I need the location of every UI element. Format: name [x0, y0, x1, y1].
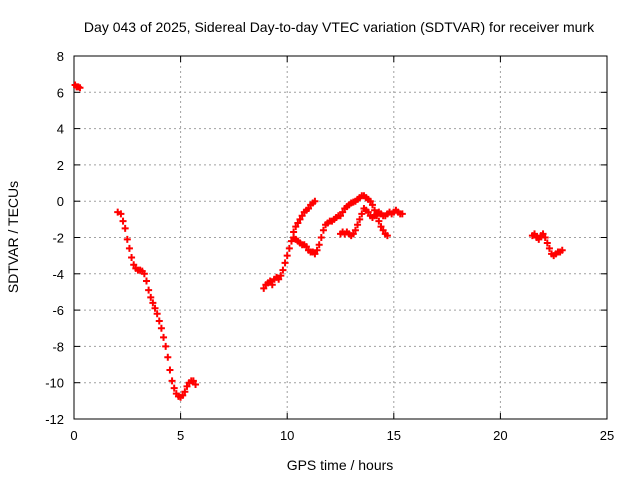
data-point	[294, 219, 302, 227]
data-point	[375, 217, 383, 225]
data-point	[543, 239, 551, 247]
data-point	[349, 230, 357, 238]
data-point	[153, 310, 161, 318]
x-axis-label: GPS time / hours	[287, 457, 394, 473]
data-point	[145, 286, 153, 294]
data-point	[155, 317, 163, 325]
data-point	[142, 277, 150, 285]
chart-title: Day 043 of 2025, Sidereal Day-to-day VTE…	[84, 19, 595, 35]
data-point	[166, 366, 174, 374]
data-point	[183, 382, 191, 390]
data-point	[339, 208, 347, 216]
data-point	[531, 230, 539, 238]
data-point	[119, 217, 127, 225]
y-tick-label: 2	[57, 158, 64, 173]
tick-marks	[73, 55, 608, 420]
data-point	[117, 210, 125, 218]
data-point	[366, 197, 374, 205]
y-tick-label: -10	[45, 376, 64, 391]
data-point	[164, 353, 172, 361]
data-point	[275, 275, 283, 283]
x-tick-labels: 0 5 10 15 20 25	[70, 428, 614, 443]
data-point	[292, 223, 300, 231]
x-tick-label: 15	[387, 428, 401, 443]
data-point	[539, 230, 547, 238]
data-point	[279, 266, 287, 274]
data-point	[192, 381, 200, 389]
data-point	[181, 388, 189, 396]
data-point	[260, 284, 268, 292]
data-point	[319, 226, 327, 234]
data-point	[140, 270, 148, 278]
data-point	[285, 244, 293, 252]
data-point	[315, 241, 323, 249]
data-point	[305, 204, 313, 212]
data-point	[281, 259, 289, 267]
data-point	[337, 212, 344, 220]
data-point	[358, 210, 366, 218]
y-tick-label: 4	[57, 122, 64, 137]
data-point	[296, 215, 304, 223]
grid-lines	[74, 56, 607, 419]
data-point	[354, 221, 362, 229]
data-point	[76, 84, 84, 92]
data-point	[130, 261, 138, 269]
data-point	[128, 253, 136, 261]
data-point	[535, 235, 543, 243]
data-point	[383, 232, 391, 240]
data-point	[125, 244, 133, 252]
x-tick-label: 0	[70, 428, 77, 443]
y-tick-label: -6	[52, 303, 64, 318]
data-point	[545, 244, 553, 252]
data-point	[379, 226, 387, 234]
data-point	[351, 226, 359, 234]
y-tick-label: -2	[52, 231, 64, 246]
data-point	[541, 234, 549, 241]
data-point	[168, 377, 176, 385]
x-tick-label: 5	[177, 428, 184, 443]
data-point	[368, 201, 376, 209]
data-point	[179, 391, 187, 399]
x-tick-label: 10	[280, 428, 294, 443]
data-point	[266, 277, 274, 285]
y-tick-labels: -12 -10 -8 -6 -4 -2 0 2 4 6 8	[45, 49, 64, 427]
data-point	[311, 250, 319, 258]
x-tick-label: 20	[493, 428, 507, 443]
data-point	[170, 384, 178, 392]
data-point	[302, 243, 310, 251]
data-point	[162, 342, 170, 350]
data-point	[298, 212, 306, 220]
data-point	[160, 333, 168, 341]
data-point	[377, 223, 385, 231]
data-point	[313, 246, 321, 254]
data-point	[364, 208, 372, 216]
data-point	[277, 272, 285, 280]
data-point	[268, 281, 276, 289]
y-tick-label: -8	[52, 339, 64, 354]
y-axis-label: SDTVAR / TECUs	[5, 181, 21, 293]
y-tick-label: -4	[52, 267, 64, 282]
x-tick-label: 25	[600, 428, 614, 443]
data-point	[558, 246, 566, 254]
data-point	[189, 377, 197, 385]
data-point	[123, 235, 131, 243]
y-tick-label: -12	[45, 412, 64, 427]
data-point	[398, 210, 406, 218]
data-point	[121, 224, 129, 232]
sdtvar-series	[71, 81, 566, 401]
data-point	[287, 237, 295, 245]
y-tick-label: 0	[57, 194, 64, 209]
data-point	[317, 234, 325, 241]
data-point	[151, 304, 159, 312]
y-tick-label: 8	[57, 49, 64, 64]
data-point	[147, 293, 155, 301]
data-point	[311, 197, 319, 205]
y-tick-label: 6	[57, 85, 64, 100]
data-point	[356, 215, 364, 223]
data-point	[149, 299, 157, 307]
data-point	[283, 252, 291, 260]
data-point	[157, 324, 165, 332]
